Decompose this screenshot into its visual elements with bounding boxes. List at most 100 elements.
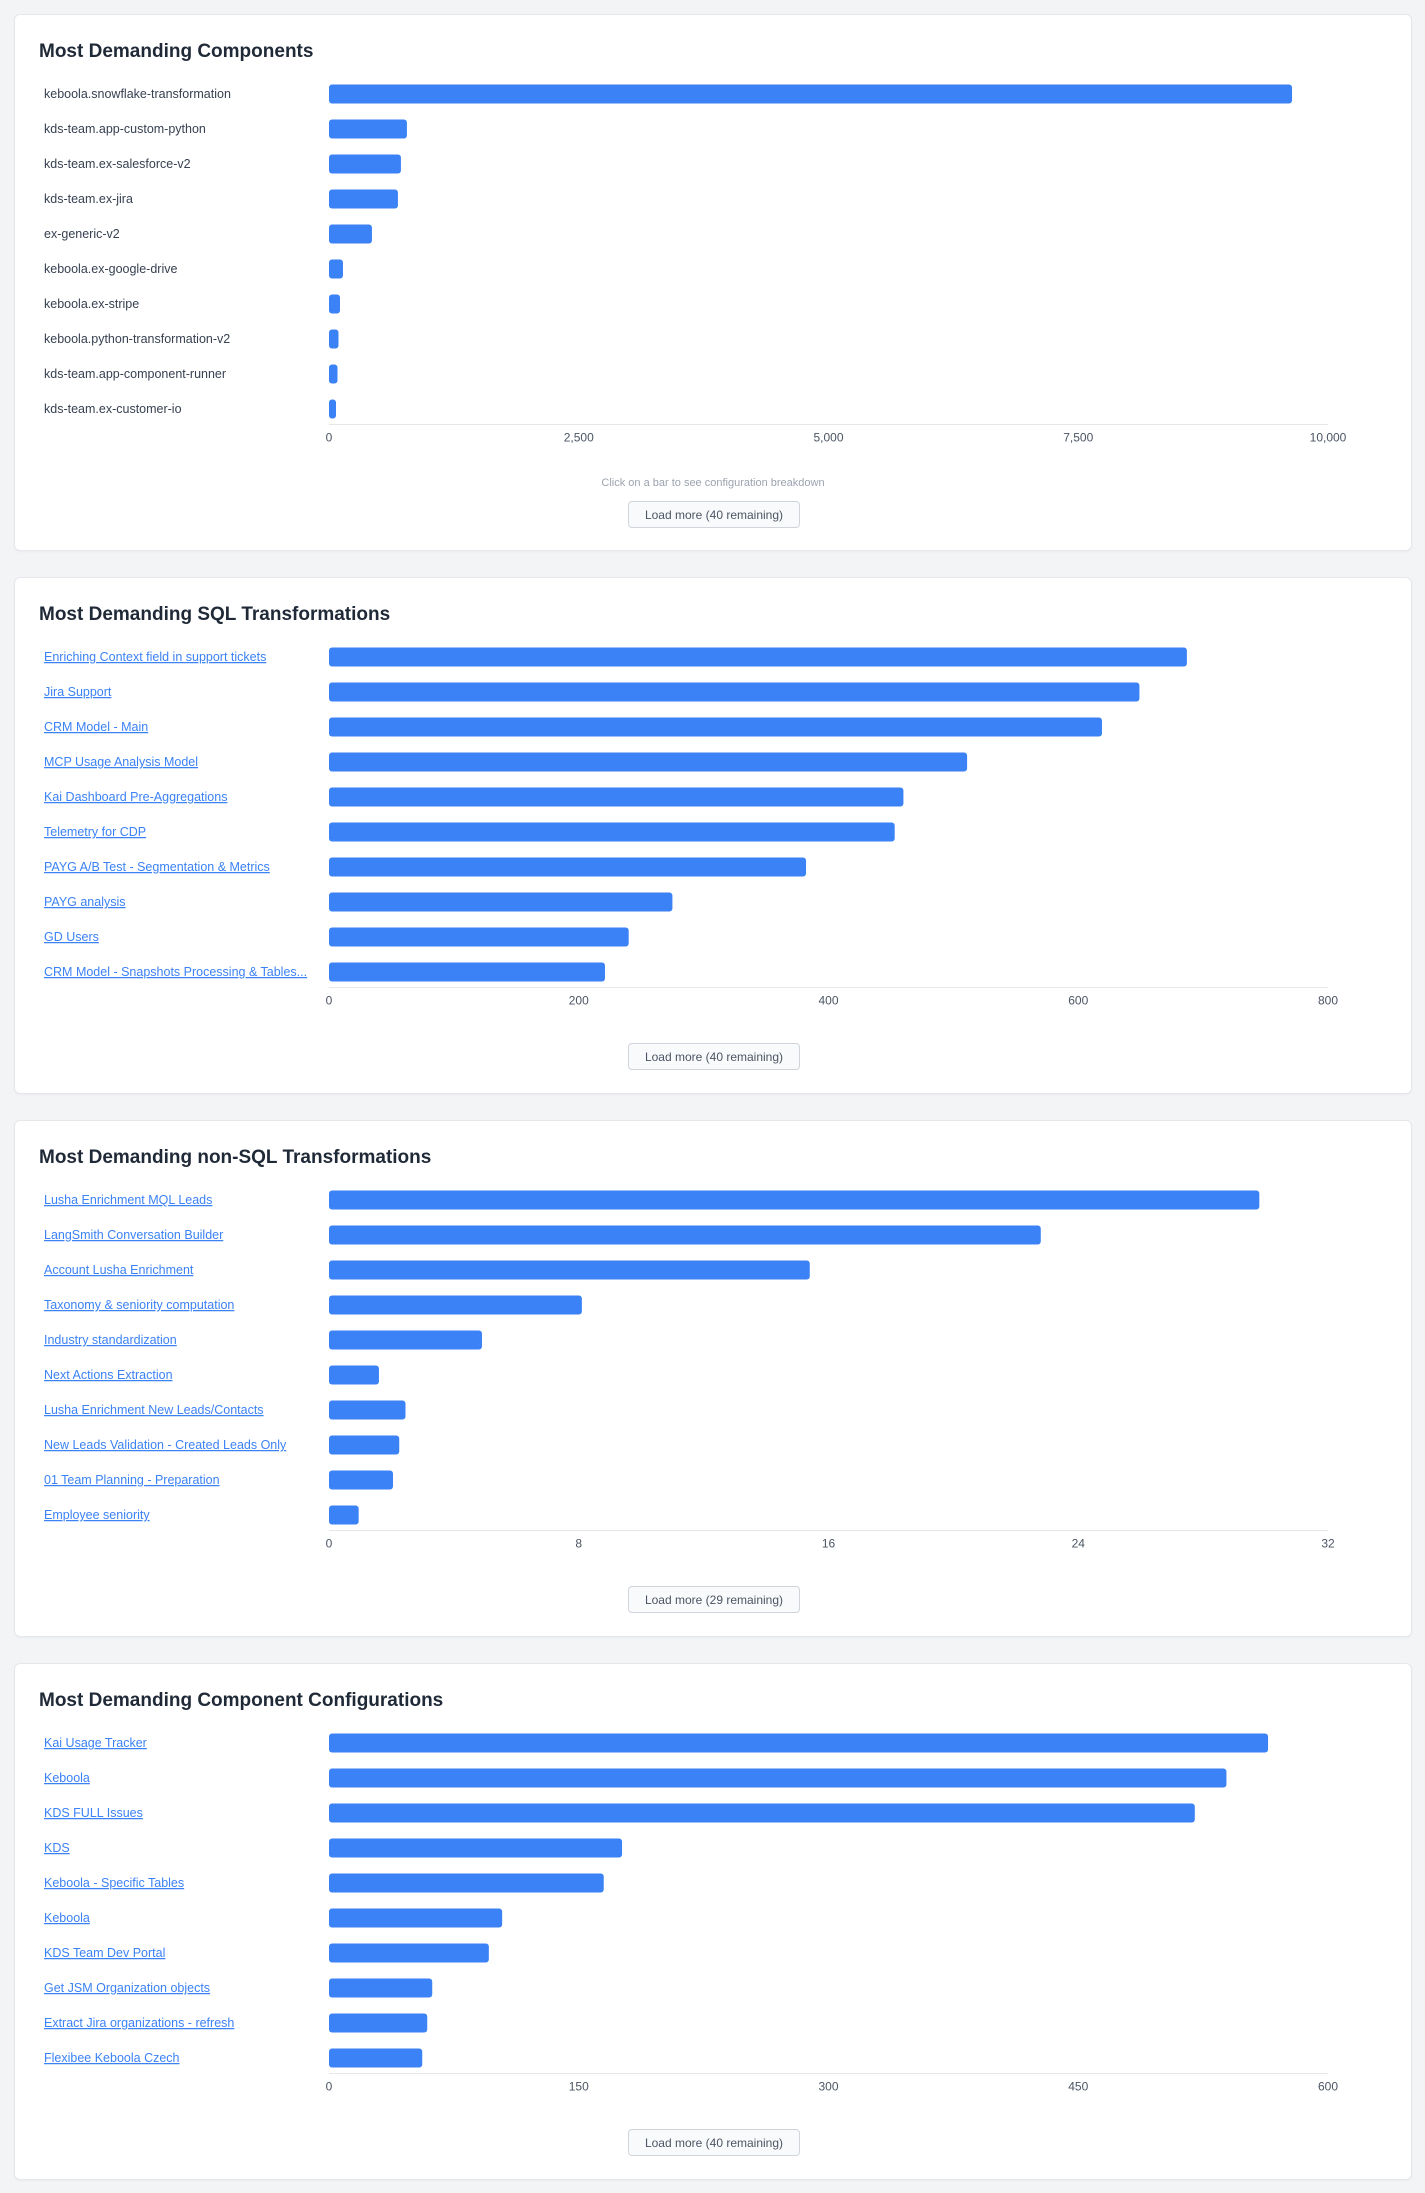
component-configurations-load-more-button[interactable]: Load more (40 remaining) — [628, 2129, 800, 2156]
sql-transformation-label-5[interactable]: Kai Dashboard Pre-Aggregations — [44, 790, 227, 804]
component-configuration-label-6[interactable]: Keboola — [44, 1911, 90, 1925]
components-bar-2[interactable] — [329, 119, 407, 139]
non-sql-transformation-bar-5[interactable] — [329, 1330, 482, 1350]
component-configuration-bar-6[interactable] — [329, 1908, 503, 1928]
components-x-tick-label: 5,000 — [813, 431, 843, 445]
non-sql-transformation-bar-10[interactable] — [329, 1505, 359, 1525]
sql-transformation-label-3[interactable]: CRM Model - Main — [44, 720, 148, 734]
component-configurations-chart-card: Most Demanding Component Configurations … — [14, 1663, 1412, 2180]
component-configuration-label-1[interactable]: Kai Usage Tracker — [44, 1736, 147, 1750]
components-bar-4[interactable] — [329, 189, 398, 209]
sql-transformation-label-9[interactable]: GD Users — [44, 930, 99, 944]
non-sql-transformation-x-tick-label: 32 — [1321, 1537, 1335, 1551]
component-configuration-label-8[interactable]: Get JSM Organization objects — [44, 1981, 210, 1995]
component-configuration-bar-5[interactable] — [329, 1873, 604, 1893]
sql-transformation-bar-8[interactable] — [329, 892, 673, 912]
non-sql-transformation-label-2[interactable]: LangSmith Conversation Builder — [44, 1228, 223, 1242]
sql-transformation-label-7[interactable]: PAYG A/B Test - Segmentation & Metrics — [44, 860, 270, 874]
sql-transformation-bar-6[interactable] — [329, 822, 895, 842]
non-sql-transformations-chart-title: Most Demanding non-SQL Transformations — [39, 1147, 432, 1168]
component-configuration-x-tick-label: 450 — [1068, 2080, 1088, 2094]
sql-transformation-bar-5[interactable] — [329, 787, 904, 807]
non-sql-transformation-bar-7[interactable] — [329, 1400, 406, 1420]
non-sql-transformation-label-3[interactable]: Account Lusha Enrichment — [44, 1263, 194, 1277]
non-sql-transformations-chart-card: Most Demanding non-SQL Transformations L… — [14, 1120, 1412, 1637]
components-bar-10[interactable] — [329, 399, 336, 419]
component-configuration-bar-4[interactable] — [329, 1838, 623, 1858]
component-configuration-bar-1[interactable] — [329, 1733, 1269, 1753]
sql-transformation-x-tick-label: 600 — [1068, 994, 1088, 1008]
components-chart-title: Most Demanding Components — [39, 41, 314, 62]
components-x-tick-label: 2,500 — [564, 431, 594, 445]
non-sql-transformations-load-more-button[interactable]: Load more (29 remaining) — [628, 1586, 800, 1613]
components-load-more-button[interactable]: Load more (40 remaining) — [628, 501, 800, 528]
component-configuration-label-9[interactable]: Extract Jira organizations - refresh — [44, 2016, 234, 2030]
non-sql-transformation-bar-9[interactable] — [329, 1470, 393, 1490]
non-sql-transformation-bar-3[interactable] — [329, 1260, 810, 1280]
component-configuration-bar-8[interactable] — [329, 1978, 433, 1998]
sql-transformation-label-8[interactable]: PAYG analysis — [44, 895, 126, 909]
components-x-tick-label: 0 — [326, 431, 333, 445]
components-chart-card: Most Demanding Components keboola.snowfl… — [14, 14, 1412, 551]
non-sql-transformation-label-7[interactable]: Lusha Enrichment New Leads/Contacts — [44, 1403, 264, 1417]
component-configuration-label-4[interactable]: KDS — [44, 1841, 70, 1855]
components-bar-6[interactable] — [329, 259, 343, 279]
sql-transformation-label-2[interactable]: Jira Support — [44, 685, 112, 699]
component-configuration-bar-3[interactable] — [329, 1803, 1195, 1823]
non-sql-transformation-bar-2[interactable] — [329, 1225, 1041, 1245]
components-label-2: kds-team.app-custom-python — [44, 122, 206, 136]
sql-transformation-label-1[interactable]: Enriching Context field in support ticke… — [44, 650, 266, 664]
component-configuration-label-2[interactable]: Keboola — [44, 1771, 90, 1785]
components-label-10: kds-team.ex-customer-io — [44, 402, 182, 416]
components-label-6: keboola.ex-google-drive — [44, 262, 177, 276]
component-configuration-bar-9[interactable] — [329, 2013, 428, 2033]
sql-transformations-load-more-button[interactable]: Load more (40 remaining) — [628, 1043, 800, 1070]
sql-transformations-bar-chart: Enriching Context field in support ticke… — [44, 647, 1338, 1008]
component-configuration-x-tick-label: 150 — [569, 2080, 589, 2094]
non-sql-transformation-label-8[interactable]: New Leads Validation - Created Leads Onl… — [44, 1438, 287, 1452]
non-sql-transformation-label-5[interactable]: Industry standardization — [44, 1333, 177, 1347]
non-sql-transformation-bar-1[interactable] — [329, 1190, 1260, 1210]
non-sql-transformation-label-1[interactable]: Lusha Enrichment MQL Leads — [44, 1193, 212, 1207]
sql-transformation-label-6[interactable]: Telemetry for CDP — [44, 825, 146, 839]
component-configuration-bar-7[interactable] — [329, 1943, 489, 1963]
components-bar-9[interactable] — [329, 364, 338, 384]
non-sql-transformation-bar-6[interactable] — [329, 1365, 379, 1385]
components-bar-3[interactable] — [329, 154, 401, 174]
components-bar-7[interactable] — [329, 294, 340, 314]
non-sql-transformation-label-10[interactable]: Employee seniority — [44, 1508, 150, 1522]
component-configuration-bar-10[interactable] — [329, 2048, 423, 2068]
components-bar-1[interactable] — [329, 84, 1293, 104]
component-configuration-bar-2[interactable] — [329, 1768, 1227, 1788]
sql-transformation-bar-4[interactable] — [329, 752, 968, 772]
non-sql-transformation-label-6[interactable]: Next Actions Extraction — [44, 1368, 173, 1382]
components-bar-8[interactable] — [329, 329, 339, 349]
sql-transformation-bar-10[interactable] — [329, 962, 605, 982]
sql-transformation-label-10[interactable]: CRM Model - Snapshots Processing & Table… — [44, 965, 307, 979]
sql-transformations-chart-title: Most Demanding SQL Transformations — [39, 604, 391, 625]
sql-transformation-bar-1[interactable] — [329, 647, 1187, 667]
non-sql-transformation-label-4[interactable]: Taxonomy & seniority computation — [44, 1298, 234, 1312]
components-bar-chart: keboola.snowflake-transformation kds-team… — [44, 84, 1347, 445]
non-sql-transformation-bar-4[interactable] — [329, 1295, 582, 1315]
component-configuration-label-3[interactable]: KDS FULL Issues — [44, 1806, 143, 1820]
components-bar-5[interactable] — [329, 224, 372, 244]
components-label-1: keboola.snowflake-transformation — [44, 87, 231, 101]
non-sql-transformation-bar-8[interactable] — [329, 1435, 400, 1455]
component-configuration-x-tick-label: 600 — [1318, 2080, 1338, 2094]
sql-transformation-x-tick-label: 800 — [1318, 994, 1338, 1008]
non-sql-transformation-x-tick-label: 8 — [575, 1537, 582, 1551]
components-x-tick-label: 7,500 — [1063, 431, 1093, 445]
sql-transformation-bar-9[interactable] — [329, 927, 629, 947]
component-configuration-label-7[interactable]: KDS Team Dev Portal — [44, 1946, 165, 1960]
sql-transformation-label-4[interactable]: MCP Usage Analysis Model — [44, 755, 198, 769]
component-configuration-label-5[interactable]: Keboola - Specific Tables — [44, 1876, 184, 1890]
non-sql-transformation-label-9[interactable]: 01 Team Planning - Preparation — [44, 1473, 220, 1487]
sql-transformation-bar-7[interactable] — [329, 857, 807, 877]
sql-transformation-bar-2[interactable] — [329, 682, 1140, 702]
sql-transformation-x-tick-label: 0 — [326, 994, 333, 1008]
component-configuration-label-10[interactable]: Flexibee Keboola Czech — [44, 2051, 180, 2065]
sql-transformation-bar-3[interactable] — [329, 717, 1102, 737]
components-label-8: keboola.python-transformation-v2 — [44, 332, 230, 346]
components-label-4: kds-team.ex-jira — [44, 192, 133, 206]
